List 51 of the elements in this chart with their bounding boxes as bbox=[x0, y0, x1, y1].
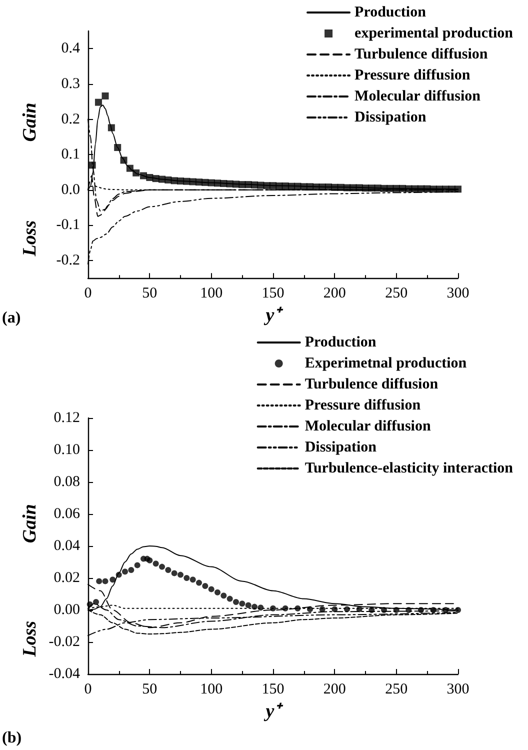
legend-label: Turbulence-elasticity interaction bbox=[304, 460, 514, 476]
legend-label: experimental production bbox=[354, 26, 514, 42]
y-tick-label: -0.02 bbox=[48, 634, 80, 650]
legend-label: Turbulence diffusion bbox=[304, 376, 439, 392]
x-tick-label: 150 bbox=[262, 682, 284, 698]
legend-label: Dissipation bbox=[304, 440, 378, 456]
x-axis-title: y⁺ bbox=[264, 305, 284, 326]
legend-label: Pressure diffusion bbox=[304, 398, 422, 414]
y-tick-label: 0.2 bbox=[61, 111, 80, 128]
x-tick-label: 150 bbox=[262, 286, 284, 302]
y-tick-label: 0.02 bbox=[54, 570, 80, 586]
y-tick-label: -0.2 bbox=[56, 252, 80, 268]
legend-label: Production bbox=[354, 4, 427, 20]
text: (b) bbox=[2, 730, 22, 746]
y-tick-label: 0.0 bbox=[61, 182, 80, 198]
x-tick-label: 100 bbox=[200, 682, 223, 698]
x-tick-label: 0 bbox=[84, 682, 92, 698]
y-tick-label: 0.04 bbox=[54, 538, 80, 554]
x-axis-title: y⁺ bbox=[264, 700, 284, 722]
text: (a) bbox=[2, 310, 21, 326]
legend-label: Experimetnal production bbox=[304, 356, 468, 372]
x-tick-label: 50 bbox=[142, 682, 158, 698]
legend-label: Production bbox=[304, 334, 377, 350]
y-tick-label: 0.12 bbox=[54, 410, 80, 426]
text: Loss bbox=[20, 620, 40, 658]
y-tick-label: 0.1 bbox=[61, 146, 80, 163]
legend-label: Turbulence diffusion bbox=[354, 46, 488, 62]
y-tick-label: -0.04 bbox=[48, 666, 80, 682]
x-tick-label: 100 bbox=[200, 286, 223, 302]
x-tick-label: 250 bbox=[385, 286, 408, 302]
y-tick-label: 0.08 bbox=[54, 474, 80, 490]
x-tick-label: 250 bbox=[385, 682, 408, 698]
legend-label: Molecular diffusion bbox=[304, 418, 432, 434]
y-tick-label: 0.3 bbox=[61, 76, 80, 92]
x-tick-label: 0 bbox=[84, 286, 92, 302]
x-tick-label: 50 bbox=[142, 286, 158, 302]
y-tick-label: -0.1 bbox=[56, 217, 80, 234]
x-tick-label: 200 bbox=[323, 682, 346, 698]
y-tick-label: 0.10 bbox=[54, 442, 80, 458]
text: Loss bbox=[20, 220, 40, 258]
legend-label: Molecular diffusion bbox=[354, 88, 482, 104]
y-tick-label: 0.06 bbox=[54, 506, 80, 522]
x-tick-label: 300 bbox=[446, 682, 470, 698]
x-tick-label: 200 bbox=[323, 286, 346, 302]
y-axis-title: Gain bbox=[20, 102, 40, 142]
legend-label: Pressure diffusion bbox=[354, 68, 471, 84]
y-axis-title: Gain bbox=[20, 504, 40, 544]
y-tick-label: 0.00 bbox=[54, 602, 80, 618]
legend-label: Dissipation bbox=[354, 110, 427, 126]
x-tick-label: 300 bbox=[446, 286, 470, 302]
y-tick-label: 0.4 bbox=[61, 40, 80, 57]
